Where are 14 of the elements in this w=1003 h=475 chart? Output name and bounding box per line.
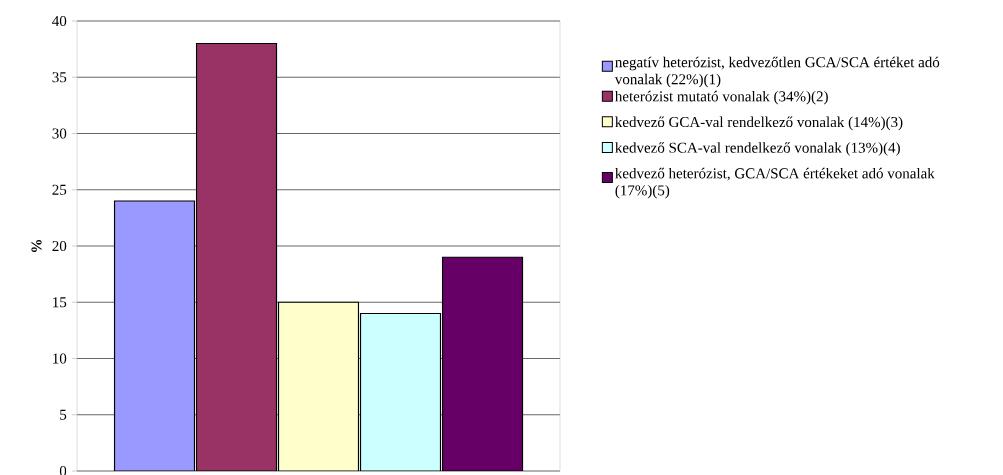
y-tick-label: 5: [60, 409, 67, 420]
legend-label: heterózist mutató vonalak (34%)(2): [614, 90, 828, 105]
legend-label: negatív heterózist, kedvezőtlen GCA/SCA értéket adó vonalak (22%)(1): [614, 56, 940, 88]
y-tick-label: 25: [52, 184, 67, 195]
legend-label: kedvező GCA-val rendelkező vonalak (14%)(3): [615, 116, 903, 131]
y-tick-label: 35: [52, 72, 67, 83]
y-tick-label: 20: [52, 240, 67, 252]
y-tick-label: 40: [52, 15, 67, 27]
y-tick-label: 10: [53, 353, 67, 364]
y-tick-label: 30: [52, 128, 67, 139]
y-tick-label: 15: [53, 297, 67, 308]
y-axis-title: %: [31, 239, 42, 252]
legend-label: kedvező heterózist, GCA/SCA értékeket adó vonalak (17%)(5): [615, 167, 935, 199]
legend-label: kedvező SCA-val rendelkező vonalak (13%)(4): [615, 142, 900, 156]
